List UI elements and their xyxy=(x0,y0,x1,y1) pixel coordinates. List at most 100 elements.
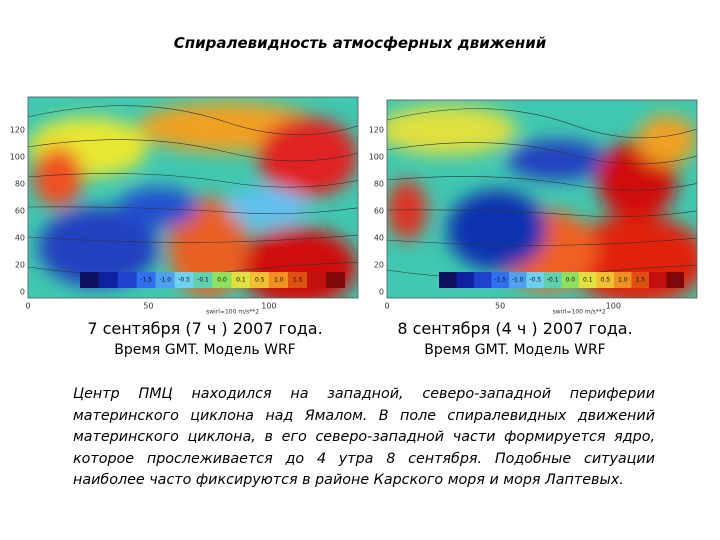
colorbar-cell xyxy=(136,272,156,288)
y-tick-label: 20 xyxy=(374,261,384,270)
colorbar-label: 1.5 xyxy=(293,277,303,284)
field-blob xyxy=(228,187,308,227)
y-tick-label: 80 xyxy=(15,180,25,189)
unit-label: swirl=100 m/s**2 xyxy=(206,309,259,316)
isoline xyxy=(387,142,697,165)
colorbar-label: -1.5 xyxy=(494,277,506,284)
colorbar-label: -0.1 xyxy=(197,277,209,284)
isoline xyxy=(387,176,697,191)
colorbar-cell xyxy=(212,272,232,288)
y-tick-label: 100 xyxy=(369,153,384,162)
colorbar-cell xyxy=(174,272,194,288)
colorbar-cell xyxy=(98,272,118,288)
isoline xyxy=(387,237,697,246)
y-tick-label: 60 xyxy=(15,207,25,216)
y-tick-label: 20 xyxy=(15,261,25,270)
slide-title: Спиралевидность атмосферных движений xyxy=(173,34,547,52)
colorbar-label: -0.1 xyxy=(547,277,559,284)
unit-label: swirl=100 m/s**2 xyxy=(553,309,606,316)
colorbar-cell xyxy=(596,272,614,288)
x-tick-label: 100 xyxy=(261,302,276,311)
colorbar-cell xyxy=(456,272,474,288)
colorbar-label: 0.5 xyxy=(255,277,265,284)
field-blob xyxy=(507,140,607,180)
caption: 8 сентября (4 ч ) 2007 года. xyxy=(397,319,633,338)
colorbar-label: -0.5 xyxy=(529,277,541,284)
isoline xyxy=(28,206,358,214)
colorbar-cell xyxy=(80,272,99,288)
field-blob xyxy=(447,190,547,270)
colorbar-cell xyxy=(491,272,509,288)
map-field xyxy=(387,100,697,298)
colorbar-label: -1.0 xyxy=(512,277,524,284)
y-tick-label: 0 xyxy=(20,288,25,297)
isoline xyxy=(28,105,358,136)
colorbar-label: -0.5 xyxy=(178,277,190,284)
colorbar-cell xyxy=(250,272,270,288)
caption: Время GMT. Модель WRF xyxy=(424,342,606,358)
map-frame xyxy=(386,99,698,299)
colorbar-cell xyxy=(193,272,213,288)
field-blob xyxy=(637,115,697,165)
field-blob xyxy=(38,207,158,287)
isoline xyxy=(28,234,358,243)
map-blobs xyxy=(387,105,697,298)
y-tick-label: 40 xyxy=(374,234,384,243)
caption: Время GMT. Модель WRF xyxy=(114,342,296,358)
colorbar-label: -1.0 xyxy=(159,277,171,284)
colorbar-cell xyxy=(326,272,345,288)
maps: -1.5 -1.0 -0.5 -0.1 0.0 0.1 0.5 1.0 1.5 0 20 40 60 80… xyxy=(10,96,698,316)
field-blob xyxy=(387,105,517,155)
colorbar-label: 0.0 xyxy=(217,277,227,284)
isoline xyxy=(28,173,358,188)
colorbar-label: 1.5 xyxy=(635,277,645,284)
colorbar-cell xyxy=(307,272,327,288)
colorbar-cell xyxy=(474,272,492,288)
colorbar-label: 0.1 xyxy=(583,277,593,284)
colorbar-cell xyxy=(631,272,649,288)
y-tick-label: 0 xyxy=(379,288,384,297)
body-text: Центр ПМЦ находился на западной, северо-… xyxy=(73,386,655,488)
colorbar-label: 0.5 xyxy=(600,277,610,284)
colorbar-cell xyxy=(526,272,544,288)
y-tick-label: 40 xyxy=(15,234,25,243)
caption: 7 сентября (7 ч ) 2007 года. xyxy=(87,319,323,338)
x-tick-label: 0 xyxy=(384,302,389,311)
colorbar-cell xyxy=(117,272,137,288)
colorbar-label: 1.0 xyxy=(274,277,284,284)
y-tick-label: 100 xyxy=(10,153,25,162)
y-tick-label: 120 xyxy=(10,126,25,135)
colorbar-label: 1.0 xyxy=(618,277,628,284)
x-tick-label: 100 xyxy=(606,302,621,311)
map-frame xyxy=(27,96,359,299)
colorbar-cell xyxy=(649,272,667,288)
isoline xyxy=(387,108,697,139)
colorbar-cell xyxy=(614,272,632,288)
y-tick-label: 120 xyxy=(369,126,384,135)
field-blob xyxy=(118,187,198,227)
colorbar-cell xyxy=(579,272,597,288)
colorbar-cell xyxy=(439,272,457,288)
colorbar-cell xyxy=(666,272,684,288)
x-tick-label: 50 xyxy=(495,302,505,311)
y-tick-label: 60 xyxy=(374,207,384,216)
isoline xyxy=(387,209,697,217)
y-tick-label: 80 xyxy=(374,180,384,189)
x-tick-label: 50 xyxy=(143,302,153,311)
field-blob xyxy=(258,117,358,197)
x-tick-label: 0 xyxy=(25,302,30,311)
colorbar-cell xyxy=(561,272,579,288)
isoline xyxy=(28,139,358,162)
map-image: -1.5 -1.0 -0.5 -0.1 0.0 0.1 0.5 1.0 1.5 0 20 40 60 80… xyxy=(10,96,359,316)
field-blob xyxy=(33,147,83,207)
colorbar-cell xyxy=(155,272,175,288)
colorbar-cell xyxy=(544,272,562,288)
colorbar-label: 0.1 xyxy=(236,277,246,284)
colorbar-cell xyxy=(509,272,527,288)
colorbar-cell xyxy=(231,272,251,288)
colorbar-cell xyxy=(269,272,289,288)
colorbar-label: -1.5 xyxy=(140,277,152,284)
colorbar-cell xyxy=(288,272,308,288)
colorbar-label: 0.0 xyxy=(565,277,575,284)
